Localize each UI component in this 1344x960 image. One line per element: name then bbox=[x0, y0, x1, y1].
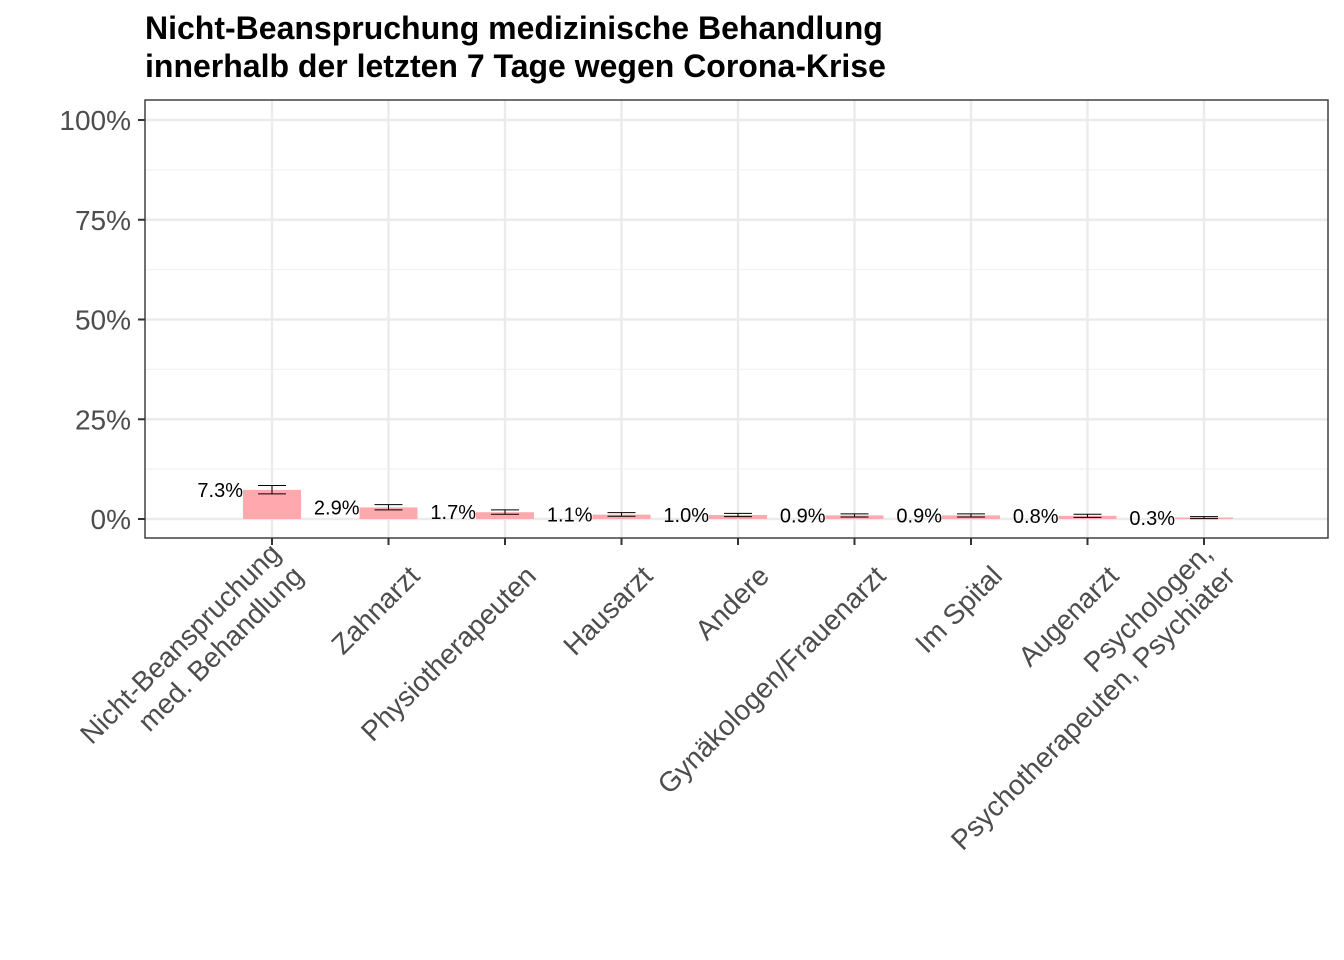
data-label: 7.3% bbox=[197, 480, 243, 502]
data-label: 0.3% bbox=[1129, 508, 1175, 530]
bar bbox=[243, 489, 301, 519]
data-label: 0.9% bbox=[780, 505, 826, 527]
data-label: 1.0% bbox=[663, 505, 709, 527]
y-tick-label: 75% bbox=[75, 205, 131, 236]
x-category-label: Im Spital bbox=[909, 560, 1008, 659]
data-label: 1.1% bbox=[547, 505, 593, 527]
chart-title-line-1: Nicht-Beanspruchung medizinische Behandl… bbox=[145, 10, 883, 46]
data-label: 0.9% bbox=[896, 505, 942, 527]
bar bbox=[359, 507, 418, 519]
x-category-label: Zahnarzt bbox=[325, 560, 425, 660]
y-tick-label: 100% bbox=[59, 105, 131, 136]
x-category-label: Hausarzt bbox=[557, 560, 658, 661]
data-label: 0.8% bbox=[1013, 506, 1059, 528]
bar bbox=[592, 514, 651, 519]
y-tick-label: 0% bbox=[91, 504, 131, 535]
data-label: 1.7% bbox=[430, 502, 476, 524]
chart-title-line-2: innerhalb der letzten 7 Tage wegen Coron… bbox=[145, 48, 886, 84]
x-category-label: Nicht-Beanspruchung bbox=[74, 537, 286, 749]
y-tick-label: 50% bbox=[75, 305, 131, 336]
x-category-label: Gynäkologen/Frauenarzt bbox=[652, 560, 892, 800]
bar bbox=[476, 512, 534, 519]
plot-area: 7.3% 2.9% 1.7% 1.1% 1.0% 0.9% 0.9% 0.8% 0.3% 0% 25… bbox=[59, 99, 1329, 856]
data-label: 2.9% bbox=[314, 497, 360, 519]
x-category-label: Andere bbox=[689, 560, 775, 646]
y-tick-label: 25% bbox=[75, 404, 131, 435]
